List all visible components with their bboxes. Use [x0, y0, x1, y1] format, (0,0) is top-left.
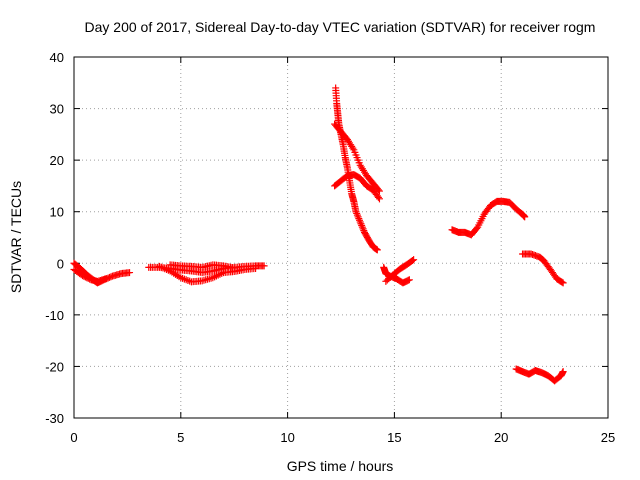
y-tick-label: 0 [57, 256, 64, 271]
y-axis-label: SDTVAR / TECUs [8, 181, 24, 293]
x-tick-label: 5 [177, 430, 184, 445]
data-point [260, 262, 268, 270]
data-point [354, 213, 362, 221]
data-point [230, 264, 238, 272]
x-tick-label: 20 [494, 430, 508, 445]
data-point [102, 275, 110, 283]
series-arc-1b [70, 265, 110, 285]
data-point [356, 218, 364, 226]
data-point [405, 276, 413, 284]
series-arc-3b [331, 171, 383, 203]
data-point [558, 278, 566, 286]
y-tick-label: 10 [50, 205, 64, 220]
x-tick-label: 15 [387, 430, 401, 445]
data-point [360, 227, 368, 235]
series-arc-2c [166, 261, 238, 272]
data-point [409, 256, 417, 264]
data-point [358, 223, 366, 231]
y-tick-label: -10 [45, 308, 64, 323]
data-point [373, 246, 381, 254]
data-point [359, 225, 367, 233]
data-point [521, 213, 529, 221]
data-point [358, 221, 366, 229]
y-tick-label: -30 [45, 411, 64, 426]
x-axis-label: GPS time / hours [287, 458, 394, 474]
y-tick-label: -20 [45, 359, 64, 374]
x-tick-labels: 0 5 10 15 20 25 [70, 430, 615, 445]
y-tick-label: 20 [50, 153, 64, 168]
data-point [353, 211, 361, 219]
x-tick-label: 25 [601, 430, 615, 445]
series-arc-3c [332, 84, 381, 254]
series-arc-7 [512, 365, 567, 385]
y-tick-labels: -30 -20 -10 0 10 20 30 40 [45, 50, 64, 426]
data-point [375, 195, 383, 203]
data-point [357, 220, 365, 228]
plot-frame [73, 56, 609, 419]
chart-title: Day 200 of 2017, Sidereal Day-to-day VTE… [85, 19, 596, 35]
series-arc-6 [519, 250, 567, 287]
grid-lines [74, 57, 608, 418]
y-tick-label: 40 [50, 50, 64, 65]
data-points [70, 84, 567, 385]
series-arc-2b [155, 262, 260, 286]
series-arc-5 [448, 197, 529, 239]
data-point [252, 264, 260, 272]
x-tick-label: 0 [70, 430, 77, 445]
data-point [410, 256, 418, 264]
data-point [355, 215, 363, 223]
axis-ticks [73, 56, 609, 419]
data-point [126, 269, 134, 277]
series-arc-4b [382, 256, 418, 285]
data-point [349, 144, 357, 152]
data-point [353, 209, 361, 217]
data-point [352, 208, 360, 216]
data-point [356, 216, 364, 224]
data-point [559, 279, 567, 287]
data-point [374, 193, 382, 201]
x-tick-label: 10 [280, 430, 294, 445]
y-tick-label: 30 [50, 102, 64, 117]
data-point [559, 368, 567, 376]
